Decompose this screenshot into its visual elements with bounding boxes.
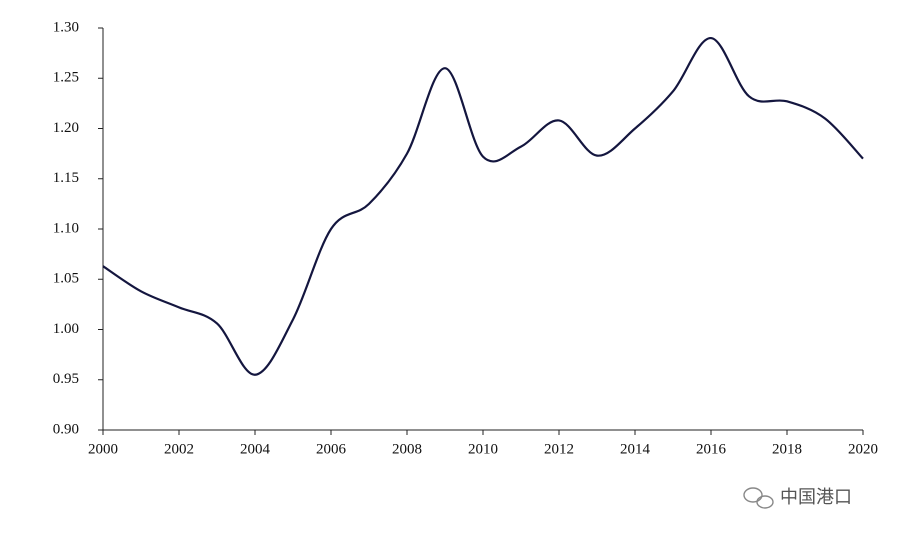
- y-tick-label: 1.05: [53, 271, 79, 287]
- y-tick-label: 1.10: [53, 220, 79, 236]
- x-tick-label: 2020: [848, 441, 878, 457]
- x-tick-label: 2016: [696, 441, 727, 457]
- y-tick-label: 1.20: [53, 120, 79, 136]
- x-tick-label: 2008: [392, 441, 422, 457]
- y-tick-label: 1.25: [53, 70, 79, 86]
- y-tick-label: 0.95: [53, 371, 79, 387]
- y-tick-label: 1.15: [53, 170, 79, 186]
- y-tick-label: 0.90: [53, 421, 79, 437]
- y-tick-label: 1.30: [53, 19, 79, 35]
- line: [102, 36, 864, 376]
- x-tick-label: 2002: [164, 441, 194, 457]
- x-tick-label: 2000: [88, 441, 118, 457]
- x-tick-label: 2010: [468, 441, 498, 457]
- x-tick-label: 2004: [240, 441, 271, 457]
- x-tick-label: 2014: [620, 441, 651, 457]
- x-tick-label: 2012: [544, 441, 574, 457]
- x-tick-label: 2006: [316, 441, 347, 457]
- y-tick-label: 1.00: [53, 321, 79, 337]
- watermark-icon: [743, 487, 774, 509]
- watermark: 中国港口: [780, 487, 852, 508]
- x-tick-label: 2018: [772, 441, 802, 457]
